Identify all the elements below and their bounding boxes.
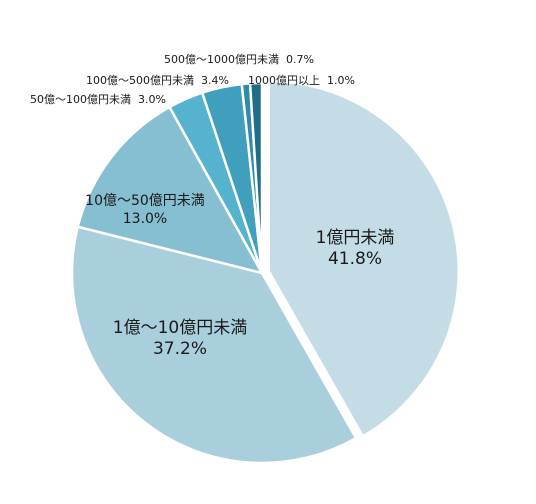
- slice-label-50b-100b: 500億～1000億円未満 0.7%: [164, 53, 314, 66]
- pie-slice-6: [248, 81, 264, 275]
- pie-slice-0: [267, 79, 460, 438]
- slice-label-100m-1b: 1億～10億円未満 37.2%: [112, 318, 248, 360]
- slice-label-10b-50b: 100億～500億円未満 3.4%: [86, 74, 229, 87]
- slice-label-over-100b: 1000億円以上 1.0%: [248, 74, 355, 87]
- slice-label-under-100m: 1億円未満 41.8%: [315, 228, 395, 270]
- slice-label-5b-10b: 50億～100億円未満 3.0%: [30, 93, 166, 106]
- pie-slice-1: [70, 225, 358, 465]
- pie-slice-2: [76, 105, 264, 275]
- slice-label-1b-5b: 10億～50億円未満 13.0%: [85, 193, 205, 227]
